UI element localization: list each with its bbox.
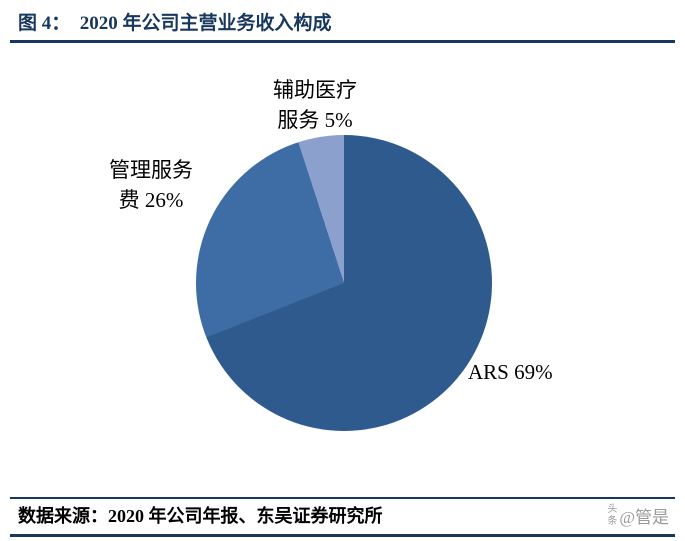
pie-label-ars: ARS 69% (468, 360, 553, 384)
pie-label-line: 服务 5% (277, 107, 353, 132)
watermark-handle: @管是 (619, 508, 669, 527)
data-source-text: 数据来源：2020 年公司年报、东吴证券研究所 (18, 506, 383, 526)
pie-chart (196, 135, 492, 431)
title-divider-line (10, 40, 675, 43)
pie-label-auxiliary-medical: 辅助医疗 服务 5% (243, 76, 387, 136)
watermark-brand-char: 条 (607, 515, 618, 527)
figure-title: 图 4： 2020 年公司主营业务收入构成 (18, 13, 332, 34)
watermark-brand: 头 条 (607, 504, 617, 527)
pie-label-line: 辅助医疗 (273, 78, 357, 102)
footer-divider-top (10, 497, 675, 499)
pie-label-line: 费 26% (118, 187, 184, 212)
footer-divider-bottom (10, 534, 675, 537)
watermark: 头 条 @管是 (607, 503, 669, 528)
pie-label-line: 管理服务 (109, 158, 193, 182)
pie-chart-area: 辅助医疗 服务 5% 管理服务 费 26% ARS 69% (0, 43, 685, 493)
watermark-brand-char: 头 (607, 504, 618, 515)
pie-label-management-fee: 管理服务 费 26% (78, 156, 224, 216)
